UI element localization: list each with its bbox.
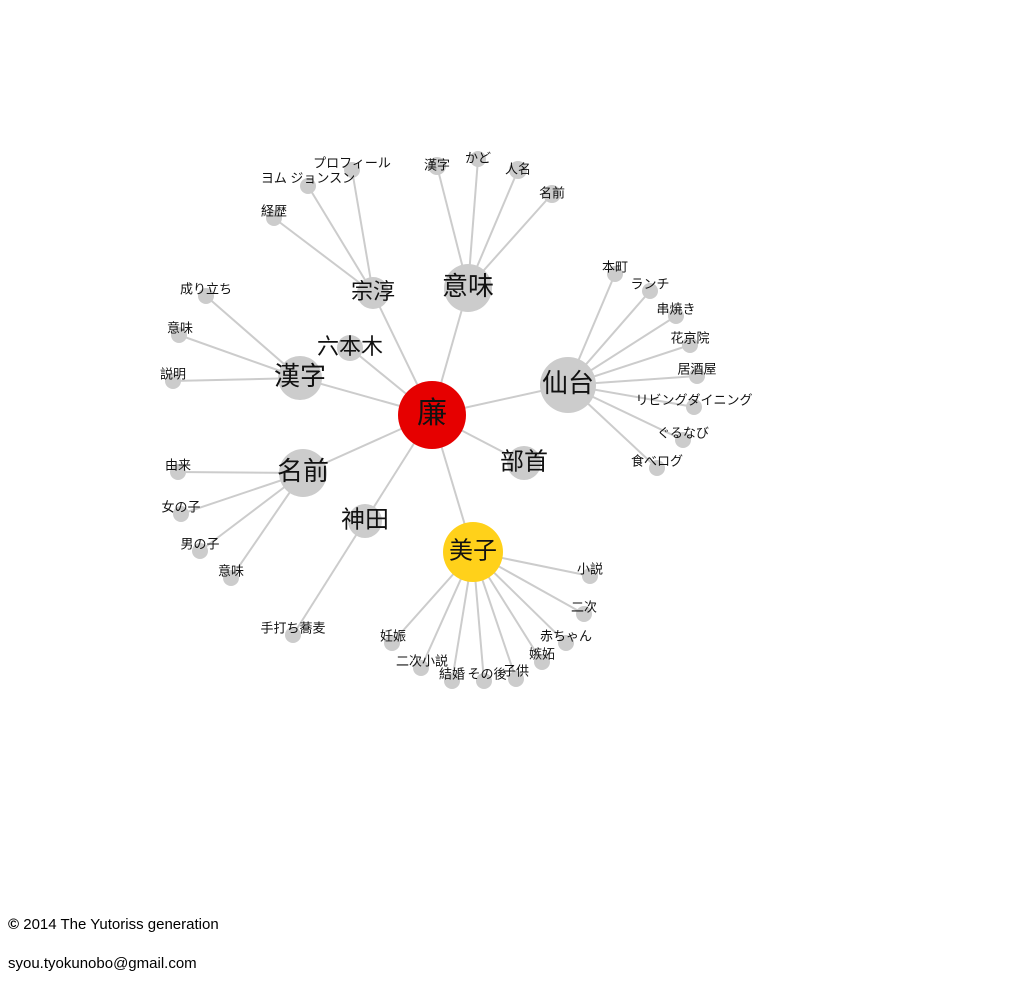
graph-node-label: 意味 (442, 271, 494, 301)
copyright-symbol: © (8, 916, 19, 933)
graph-node-label: 六本木 (317, 334, 383, 359)
relation-graph: 廉宗淳六本木漢字名前神田美子部首仙台意味漢字かど人名名前プロフィールヨム ジョン… (0, 0, 1024, 998)
graph-node-label: 由来 (165, 457, 191, 472)
graph-node-label: 花京院 (670, 330, 709, 345)
graph-node-label: 人名 (505, 161, 531, 176)
graph-node-label: リビングダイニング (635, 392, 752, 407)
graph-node-label: 子供 (503, 663, 529, 678)
graph-node-label: 名前 (539, 185, 565, 200)
graph-node-label: 小説 (577, 561, 603, 576)
graph-node-label: ランチ (630, 276, 669, 291)
graph-node-label: プロフィール (313, 155, 391, 170)
copyright-line: © 2014 The Yutoriss generation (8, 908, 219, 941)
graph-node-label: かど (465, 150, 491, 165)
graph-node-label: 美子 (449, 537, 497, 564)
graph-node-label: 串焼き (656, 301, 695, 316)
graph-node-label: 説明 (160, 366, 186, 381)
graph-node-label: 結婚 (439, 666, 465, 681)
graph-node-label: 経歴 (261, 203, 287, 218)
graph-node-label: 部首 (500, 448, 548, 475)
graph-node-label: その後 (467, 666, 506, 681)
graph-node-label: 男の子 (180, 536, 219, 551)
graph-node-label: 漢字 (274, 361, 326, 391)
graph-node-label: 名前 (277, 456, 329, 486)
graph-node-label: 嫉妬 (529, 646, 555, 661)
graph-node-label: 意味 (167, 320, 193, 335)
graph-node-label: ぐるなび (657, 425, 709, 440)
graph-node-label: 妊娠 (380, 628, 406, 643)
graph-node-label: 本町 (602, 259, 628, 274)
edge (293, 521, 365, 635)
graph-node-label: 神田 (341, 506, 389, 533)
graph-node-label: 成り立ち (180, 281, 232, 296)
graph-node-label: 仙台 (542, 368, 594, 398)
graph-node-label: 意味 (218, 563, 244, 578)
graph-node-label: ヨム ジョンスン (261, 170, 355, 185)
graph-node-label: 二次 (571, 599, 597, 614)
graph-node-label: 居酒屋 (677, 361, 716, 376)
graph-node-label: 女の子 (161, 499, 200, 514)
graph-node-label: 宗淳 (351, 279, 395, 304)
graph-node-label: 手打ち蕎麦 (260, 620, 325, 635)
footer: © 2014 The Yutoriss generation syou.tyok… (8, 908, 219, 980)
graph-node-label: 漢字 (424, 157, 450, 172)
graph-node-label: 赤ちゃん (540, 628, 592, 643)
graph-node-label: 廉 (417, 397, 447, 430)
copyright-text: 2014 The Yutoriss generation (19, 916, 219, 933)
contact-email: syou.tyokunobo@gmail.com (8, 947, 219, 980)
graph-node-label: 食べログ (631, 453, 683, 468)
